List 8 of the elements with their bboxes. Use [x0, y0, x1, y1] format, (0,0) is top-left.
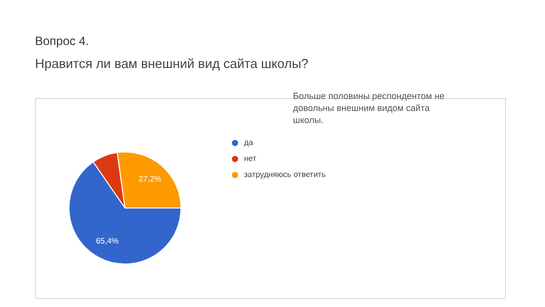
legend-label: затрудняюсь ответить	[244, 170, 326, 179]
legend-label: да	[244, 138, 254, 147]
data-label: 27,2%	[138, 174, 162, 184]
text: Больше половины респондентом не довольны внешним видом сайта школы.	[293, 91, 444, 125]
chart-title: Вопрос 4.	[35, 34, 89, 48]
legend-label: нет	[244, 154, 257, 163]
data-label: 65,4%	[96, 236, 119, 246]
chart-subtitle: Нравится ли вам внешний вид сайта школы?	[35, 56, 308, 71]
